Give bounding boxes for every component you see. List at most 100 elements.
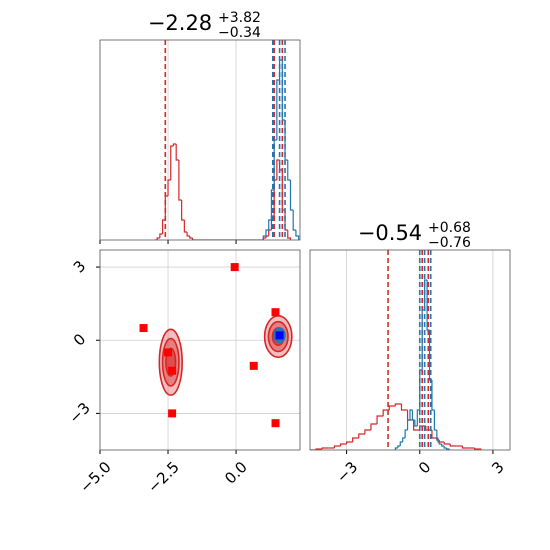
x-tick-label: 0 (415, 458, 434, 477)
histogram-step (189, 236, 193, 239)
histogram-step (409, 409, 413, 420)
histogram-step (438, 440, 442, 445)
histogram-step (262, 235, 266, 240)
y-tick-label: 0 (70, 330, 89, 349)
histogram-step (364, 429, 371, 434)
histogram-step (268, 219, 272, 230)
plot-area (100, 250, 300, 450)
histogram-step (425, 426, 432, 431)
histogram-step (421, 309, 425, 370)
histogram-step (441, 444, 445, 447)
histogram-step (433, 410, 437, 431)
point (271, 419, 280, 428)
histogram-step (178, 160, 182, 201)
histogram-step (292, 210, 296, 231)
histogram-step (437, 438, 445, 443)
histogram-step (431, 380, 435, 411)
histogram-step (268, 229, 272, 236)
histogram-step (376, 415, 384, 424)
histogram-step (156, 237, 160, 240)
histogram-step (265, 229, 269, 236)
histogram-step (270, 189, 275, 220)
histogram-step (399, 441, 403, 446)
point (164, 348, 173, 357)
title-lower: −0.76 (428, 235, 471, 251)
histogram-step (172, 143, 177, 146)
histogram-step (345, 441, 353, 444)
histogram-step (159, 233, 163, 238)
panel-title: −0.54 (358, 221, 422, 245)
histogram-step (287, 160, 291, 181)
histogram-step (321, 447, 329, 449)
plot-area (100, 40, 300, 240)
histogram-step (186, 232, 190, 237)
histogram-step (449, 444, 457, 447)
histogram-step (431, 430, 439, 439)
plot-area (310, 250, 494, 450)
histogram-step (370, 423, 378, 430)
histogram-step (339, 443, 347, 446)
histogram-step (411, 410, 415, 421)
histogram-step (181, 200, 185, 221)
histogram-step (183, 220, 188, 233)
histogram-step (191, 238, 196, 240)
point (168, 366, 177, 375)
histogram-step (474, 448, 482, 450)
histogram-step (416, 409, 420, 426)
x-tick-label: −2.5 (144, 458, 182, 496)
histogram-step (276, 79, 280, 140)
histogram-step (287, 230, 292, 240)
panel-frame (99, 39, 301, 241)
histogram-step (436, 430, 440, 441)
point (168, 409, 177, 418)
histogram-step (400, 404, 408, 411)
histogram-step (265, 235, 269, 238)
histogram-step (414, 420, 418, 427)
histogram-step (333, 445, 341, 448)
histogram-step (394, 447, 398, 450)
histogram-step (388, 405, 396, 410)
histogram-step (161, 219, 166, 234)
histogram-step (352, 437, 359, 442)
point (230, 263, 239, 272)
histogram-step (167, 179, 171, 196)
title-upper: +0.68 (428, 220, 471, 236)
histogram-step (404, 429, 408, 438)
histogram-step (443, 442, 451, 445)
panel-frame (309, 249, 511, 451)
histogram-step (402, 437, 406, 442)
histogram-step (276, 159, 280, 180)
histogram-step (413, 420, 420, 431)
histogram-step (406, 419, 410, 430)
histogram-step (295, 230, 300, 240)
histogram-step (358, 433, 365, 438)
title-upper: +3.82 (218, 10, 261, 26)
x-tick-label: 3 (488, 458, 507, 477)
histogram-step (397, 445, 401, 448)
histogram-step (461, 446, 469, 449)
histogram-step (281, 60, 286, 121)
panel-frame (99, 249, 301, 451)
histogram-step (175, 144, 179, 161)
y-tick-label: 3 (70, 257, 89, 276)
panel-title: −2.28 (148, 11, 212, 35)
x-tick-label: −5.0 (76, 458, 114, 496)
histogram-step (273, 139, 277, 190)
x-tick-label: −3 (333, 458, 361, 486)
point (271, 308, 280, 317)
point (139, 324, 148, 333)
histogram-step (170, 145, 174, 180)
title-lower: −0.34 (218, 25, 261, 41)
histogram-step (289, 180, 294, 211)
y-tick-label: −3 (65, 399, 93, 427)
point (249, 361, 258, 370)
histogram-step (426, 280, 430, 331)
histogram-step (394, 403, 402, 406)
histogram-step (443, 446, 447, 449)
histogram-step (445, 448, 450, 450)
point (275, 331, 284, 340)
x-tick-label: 0.0 (221, 458, 251, 488)
histogram-step (382, 409, 390, 416)
